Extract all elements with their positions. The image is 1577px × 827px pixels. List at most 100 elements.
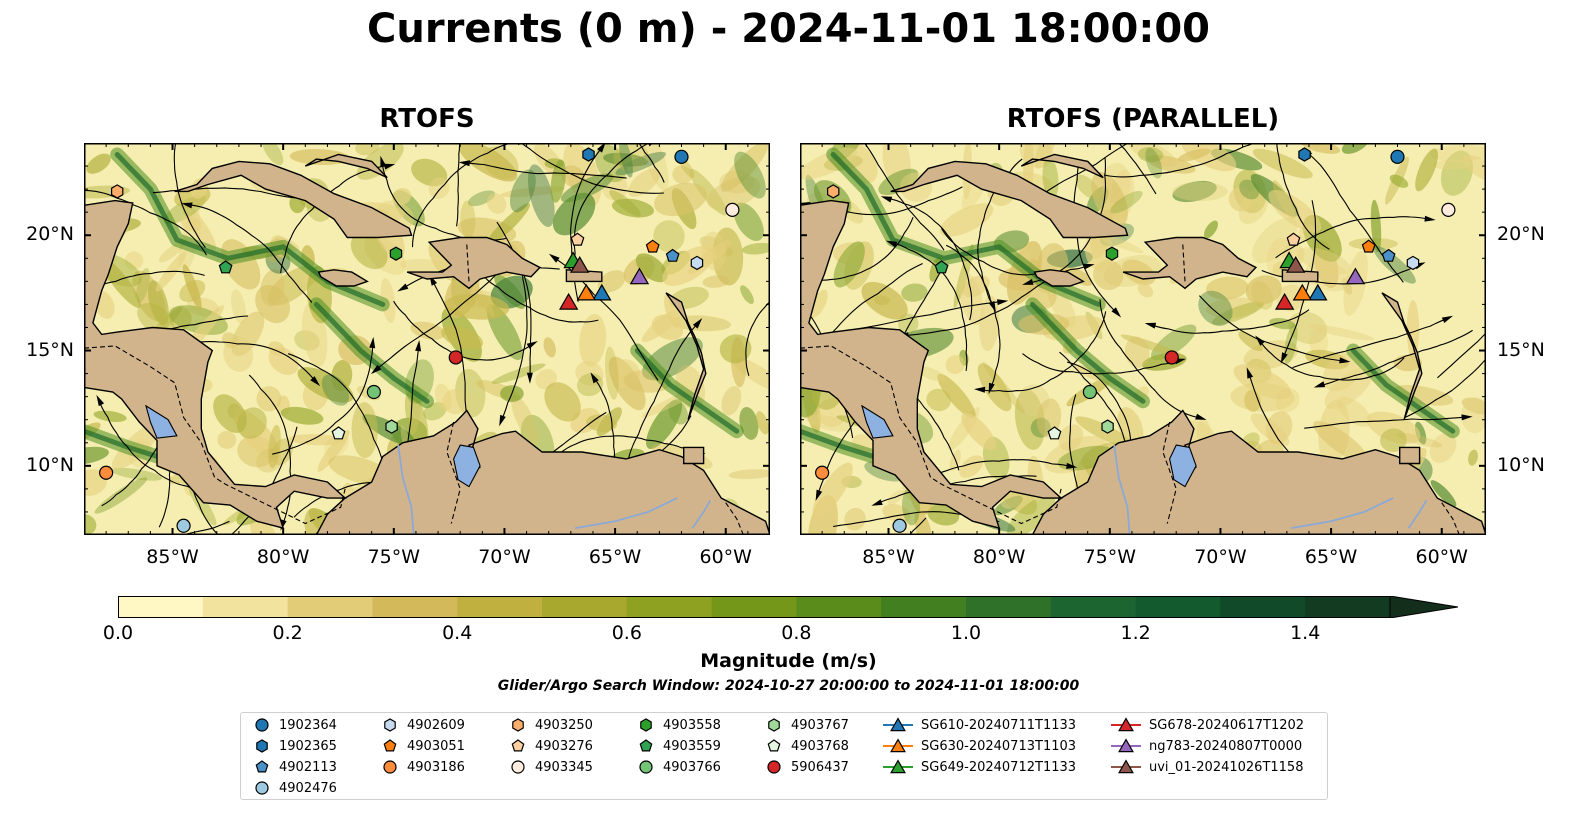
legend-triangle-marker	[1111, 717, 1141, 732]
marker-1902365	[582, 147, 595, 162]
legend-label: 4903768	[791, 738, 849, 754]
marker-4903186	[815, 465, 830, 480]
legend-label: 4903276	[535, 738, 593, 754]
colorbar-segment	[966, 596, 1052, 618]
land-cuba	[890, 160, 1129, 239]
lake	[861, 404, 894, 439]
legend-item: 1902365	[251, 736, 337, 756]
colorbar-segment	[1050, 596, 1137, 618]
map-canvas	[800, 143, 1486, 535]
legend-item: 4903558	[635, 715, 721, 735]
marker-4903766	[366, 384, 381, 400]
marker-4902476	[892, 518, 907, 533]
legend-label: 4903558	[663, 717, 721, 733]
marker-4902113	[665, 248, 680, 262]
legend-label: 4903766	[663, 759, 721, 775]
legend-label: 1902365	[279, 738, 337, 754]
marker-SG630-20240713T1103	[1292, 283, 1313, 301]
land-central-america	[84, 199, 347, 530]
land-jamaica	[317, 269, 369, 287]
marker-SG610-20240711T1133	[1308, 283, 1328, 301]
land-hispaniola	[1122, 236, 1258, 290]
legend-label: ng783-20240807T0000	[1149, 738, 1303, 754]
legend-pentagon-marker	[383, 739, 397, 752]
legend-label: 4903559	[663, 738, 721, 754]
land-central-america	[800, 199, 1063, 530]
legend-triangle-marker	[883, 738, 913, 753]
legend-pentagon-marker	[639, 739, 653, 752]
legend-label: SG610-20240711T1133	[921, 717, 1077, 733]
map-canvas	[84, 143, 770, 535]
legend-item: 4903250	[507, 715, 593, 735]
lon-tick-label: 65°W	[1304, 546, 1358, 568]
country-border	[800, 345, 1062, 525]
country-border	[1182, 244, 1186, 282]
marker-ng783-20240807T0000	[1345, 267, 1366, 285]
legend-label: 4903051	[407, 738, 465, 754]
land-hispaniola	[406, 236, 542, 290]
legend-hexagon-marker	[768, 718, 780, 732]
marker-uvi_01-20241026T1158	[1285, 256, 1306, 273]
colorbar-segment	[118, 596, 204, 618]
colorbar-segment	[626, 596, 713, 618]
legend-circle-marker	[255, 718, 269, 732]
lon-tick-label: 70°W	[478, 546, 531, 568]
lon-tick-label: 75°W	[367, 546, 421, 568]
marker-4903558	[1105, 246, 1119, 261]
axis-ticks	[84, 143, 770, 535]
lon-tick-label: 70°W	[1194, 546, 1247, 568]
legend-item: SG630-20240713T1103	[881, 736, 1076, 756]
land-trinidad	[1399, 446, 1421, 465]
legend-triangle-marker	[883, 717, 913, 732]
marker-4903559	[218, 260, 233, 274]
colorbar	[118, 595, 1459, 619]
marker-4903767	[1101, 419, 1114, 434]
marker-SG610-20240711T1133	[592, 283, 612, 301]
land-south-america	[315, 409, 770, 535]
river	[1407, 499, 1428, 529]
legend-item: 4903767	[763, 715, 849, 735]
colorbar-tick-label: 0.8	[781, 622, 812, 644]
legend-item: 5906437	[763, 757, 849, 777]
land-islands	[665, 292, 707, 420]
colorbar-gradient	[118, 595, 1459, 619]
colorbar-segment	[542, 596, 628, 618]
legend-item: 4902113	[251, 757, 337, 777]
search-window-caption: Glider/Argo Search Window: 2024-10-27 20…	[497, 678, 1080, 694]
colorbar-segment	[457, 596, 543, 618]
lon-tick-label: 85°W	[146, 546, 199, 568]
legend-item: 4903186	[379, 757, 465, 777]
colorbar-extend-arrow	[1389, 595, 1459, 619]
colorbar-tick-label: 1.4	[1290, 622, 1321, 644]
marker-SG678-20240617T1202	[558, 292, 579, 310]
marker-4903559	[934, 260, 949, 274]
marker-4903051	[1361, 239, 1376, 253]
lake	[145, 404, 178, 439]
legend-circle-marker	[639, 760, 653, 774]
legend-item: SG678-20240617T1202	[1109, 715, 1304, 735]
legend-label: 5906437	[791, 759, 849, 775]
legend-circle-marker	[255, 781, 269, 795]
colorbar-title: Magnitude (m/s)	[700, 650, 877, 672]
lon-tick-label: 65°W	[588, 546, 642, 568]
legend-item: 4903766	[635, 757, 721, 777]
marker-1902365	[1298, 147, 1311, 162]
legend: 1902364 1902365 4902113 4902476 4902609 49030…	[240, 712, 1328, 800]
legend-item: 4903559	[635, 736, 721, 756]
country-border	[466, 244, 470, 282]
legend-item: 4902609	[379, 715, 465, 735]
lon-tick-label: 60°W	[699, 546, 752, 568]
colorbar-segment	[1220, 596, 1306, 618]
legend-pentagon-marker	[511, 739, 525, 752]
lake	[1169, 444, 1197, 488]
legend-label: 1902364	[279, 717, 337, 733]
colorbar-segment	[1135, 596, 1221, 618]
axis-ticks	[800, 143, 1486, 535]
legend-hexagon-marker	[256, 739, 268, 753]
marker-4902113	[1381, 248, 1396, 262]
legend-label: 4903767	[791, 717, 849, 733]
legend-triangle-marker	[1111, 738, 1141, 753]
legend-item: uvi_01-20241026T1158	[1109, 757, 1303, 777]
colorbar-tick-label: 1.2	[1120, 622, 1151, 644]
legend-circle-marker	[511, 760, 525, 774]
